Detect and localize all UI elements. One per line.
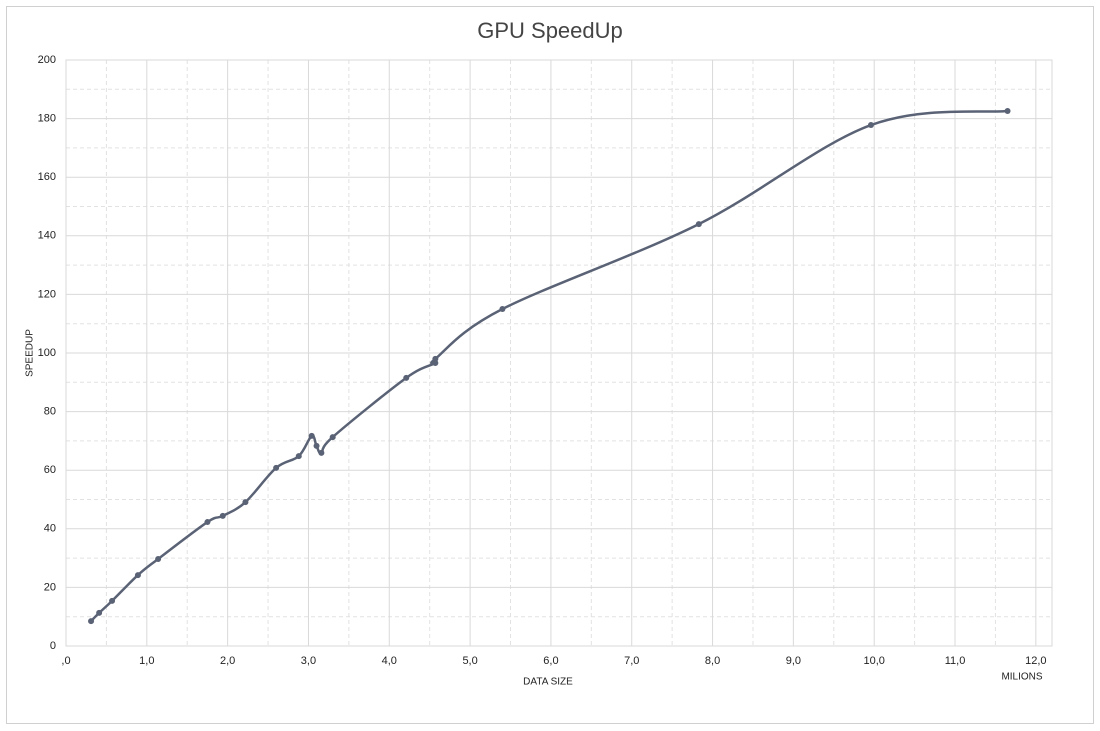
y-tick-label: 80 bbox=[44, 406, 56, 418]
x-tick-label: 8,0 bbox=[705, 655, 720, 667]
x-tick-label: 10,0 bbox=[863, 655, 884, 667]
data-point bbox=[1004, 107, 1011, 114]
y-tick-label: 20 bbox=[44, 581, 56, 593]
data-point bbox=[204, 519, 211, 526]
data-point bbox=[155, 555, 162, 562]
data-point bbox=[313, 442, 320, 449]
data-point bbox=[242, 499, 249, 506]
data-point bbox=[219, 512, 226, 519]
x-tick-label: 11,0 bbox=[945, 655, 966, 667]
data-point bbox=[695, 221, 702, 228]
data-point bbox=[109, 597, 116, 604]
data-point bbox=[499, 306, 506, 313]
x-unit-label: MILIONS bbox=[1001, 672, 1042, 683]
x-tick-label: 2,0 bbox=[220, 655, 235, 667]
y-tick-label: 140 bbox=[38, 230, 56, 242]
plot-border bbox=[65, 59, 1053, 647]
x-tick-label: 4,0 bbox=[382, 655, 397, 667]
x-tick-label: 5,0 bbox=[462, 655, 477, 667]
x-axis-label: DATA SIZE bbox=[523, 677, 573, 688]
y-tick-label: 200 bbox=[38, 54, 56, 66]
x-tick-label: 1,0 bbox=[139, 655, 154, 667]
y-tick-label: 180 bbox=[38, 113, 56, 125]
y-axis-label: SPEEDUP bbox=[25, 329, 36, 377]
y-tick-label: 40 bbox=[44, 523, 56, 535]
x-tick-label: 6,0 bbox=[543, 655, 558, 667]
y-tick-label: 60 bbox=[44, 464, 56, 476]
data-point bbox=[273, 464, 280, 471]
x-tick-label: 12,0 bbox=[1025, 655, 1046, 667]
chart-title: GPU SpeedUp bbox=[477, 18, 623, 43]
data-point bbox=[295, 453, 302, 460]
data-point bbox=[318, 449, 325, 456]
data-point bbox=[88, 618, 95, 625]
y-tick-label: 0 bbox=[50, 640, 56, 652]
data-point bbox=[432, 359, 439, 366]
data-point bbox=[432, 355, 439, 362]
x-tick-label: ,0 bbox=[61, 655, 70, 667]
y-tick-label: 120 bbox=[38, 288, 56, 300]
data-point bbox=[867, 122, 874, 129]
data-point bbox=[308, 432, 315, 439]
data-point bbox=[329, 434, 336, 441]
data-point bbox=[403, 374, 410, 381]
x-tick-label: 9,0 bbox=[786, 655, 801, 667]
x-tick-label: 3,0 bbox=[301, 655, 316, 667]
y-tick-label: 160 bbox=[38, 171, 56, 183]
x-tick-label: 7,0 bbox=[624, 655, 639, 667]
y-tick-label: 100 bbox=[38, 347, 56, 359]
data-point bbox=[96, 609, 103, 616]
data-point bbox=[134, 572, 141, 579]
